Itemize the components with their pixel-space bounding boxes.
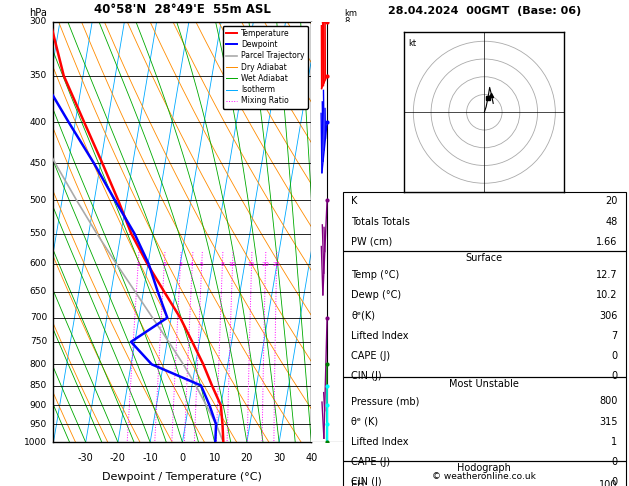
Text: 40°58'N  28°49'E  55m ASL: 40°58'N 28°49'E 55m ASL	[94, 2, 271, 16]
Text: Totals Totals: Totals Totals	[351, 216, 410, 226]
Text: CIN (J): CIN (J)	[351, 371, 382, 381]
Text: LCL: LCL	[345, 423, 360, 433]
Text: 20: 20	[262, 262, 269, 267]
Text: 1: 1	[611, 437, 617, 447]
Text: 5: 5	[345, 196, 350, 205]
Text: 30: 30	[273, 453, 285, 463]
Text: 15: 15	[248, 262, 255, 267]
Text: -20: -20	[110, 453, 126, 463]
Text: 900: 900	[30, 401, 47, 410]
Text: CAPE (J): CAPE (J)	[351, 457, 391, 467]
Text: θᵉ(K): θᵉ(K)	[351, 311, 376, 321]
Text: 10: 10	[209, 453, 221, 463]
Text: CAPE (J): CAPE (J)	[351, 351, 391, 361]
Text: K: K	[351, 196, 358, 207]
Text: Dewpoint / Temperature (°C): Dewpoint / Temperature (°C)	[103, 472, 262, 482]
Text: Dewp (°C): Dewp (°C)	[351, 291, 401, 300]
Text: 10.2: 10.2	[596, 291, 617, 300]
Text: 20: 20	[605, 196, 617, 207]
Text: 2: 2	[345, 360, 350, 369]
Text: 1: 1	[345, 401, 350, 410]
Bar	[343, 251, 626, 377]
Text: 2: 2	[162, 262, 166, 267]
Text: 300: 300	[30, 17, 47, 26]
Text: 20: 20	[241, 453, 253, 463]
Text: 950: 950	[30, 420, 47, 429]
Text: 350: 350	[30, 71, 47, 80]
Text: 600: 600	[30, 260, 47, 268]
Text: 315: 315	[599, 417, 617, 427]
Text: 12.7: 12.7	[596, 270, 617, 280]
Text: 800: 800	[30, 360, 47, 369]
Text: θᵉ (K): θᵉ (K)	[351, 417, 379, 427]
Legend: Temperature, Dewpoint, Parcel Trajectory, Dry Adiabat, Wet Adiabat, Isotherm, Mi: Temperature, Dewpoint, Parcel Trajectory…	[223, 26, 308, 108]
Text: 8: 8	[220, 262, 225, 267]
Text: 850: 850	[30, 381, 47, 390]
Text: CIN (J): CIN (J)	[351, 477, 382, 486]
Text: 550: 550	[30, 229, 47, 238]
Text: 700: 700	[30, 313, 47, 322]
Text: -10: -10	[142, 453, 158, 463]
Text: 1.66: 1.66	[596, 237, 617, 247]
Text: EH: EH	[351, 481, 365, 486]
Text: 0: 0	[611, 477, 617, 486]
Text: 40: 40	[305, 453, 318, 463]
Text: 450: 450	[30, 159, 47, 168]
Text: 650: 650	[30, 287, 47, 296]
Text: Pressure (mb): Pressure (mb)	[351, 397, 420, 406]
Text: 4: 4	[190, 262, 194, 267]
Text: Hodograph: Hodograph	[457, 463, 511, 473]
Text: 500: 500	[30, 196, 47, 205]
Text: 10: 10	[228, 262, 237, 267]
Text: 1000: 1000	[24, 438, 47, 447]
Text: 0: 0	[611, 371, 617, 381]
Text: PW (cm): PW (cm)	[351, 237, 392, 247]
Text: ASL: ASL	[345, 28, 360, 37]
Text: 306: 306	[599, 311, 617, 321]
Text: Temp (°C): Temp (°C)	[351, 270, 399, 280]
Text: Mixing Ratio (g/kg): Mixing Ratio (g/kg)	[376, 189, 385, 275]
Text: Lifted Index: Lifted Index	[351, 437, 409, 447]
Text: 0: 0	[611, 351, 617, 361]
Text: Most Unstable: Most Unstable	[449, 379, 520, 389]
Text: 7: 7	[611, 331, 617, 341]
Text: 8: 8	[345, 17, 350, 26]
Text: km: km	[345, 9, 357, 17]
Text: 1: 1	[136, 262, 140, 267]
Text: Surface: Surface	[465, 253, 503, 263]
Text: 0: 0	[611, 457, 617, 467]
Text: 5: 5	[199, 262, 204, 267]
Text: 6: 6	[345, 159, 350, 168]
Bar	[343, 461, 626, 486]
Text: 28.04.2024  00GMT  (Base: 06): 28.04.2024 00GMT (Base: 06)	[387, 5, 581, 16]
Text: kt: kt	[408, 39, 416, 49]
Text: 800: 800	[599, 397, 617, 406]
Text: 750: 750	[30, 337, 47, 347]
Text: 48: 48	[605, 216, 617, 226]
Text: 0: 0	[179, 453, 186, 463]
Text: 4: 4	[345, 260, 350, 268]
Bar	[343, 192, 626, 251]
Text: 3: 3	[345, 313, 350, 322]
Bar	[343, 377, 626, 461]
Text: 3: 3	[178, 262, 182, 267]
Text: 400: 400	[30, 118, 47, 127]
Text: hPa: hPa	[29, 8, 47, 17]
Text: 25: 25	[272, 262, 281, 267]
Text: 7: 7	[345, 71, 350, 80]
Text: -30: -30	[78, 453, 94, 463]
Text: © weatheronline.co.uk: © weatheronline.co.uk	[432, 472, 537, 481]
Text: Lifted Index: Lifted Index	[351, 331, 409, 341]
Text: 100: 100	[599, 481, 617, 486]
